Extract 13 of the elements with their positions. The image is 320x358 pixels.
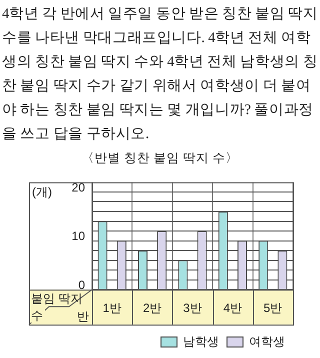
x-tick-label: 5반 (264, 301, 282, 316)
x-tick-label: 3반 (183, 301, 202, 316)
y-tick-label: 20 (72, 180, 86, 194)
x-tick-label: 4반 (223, 301, 242, 316)
legend-label: 여학생 (249, 334, 285, 348)
y-tick-label: 10 (72, 229, 86, 244)
y-tick-label: 0 (78, 278, 86, 292)
x-tick-label: 1반 (102, 301, 122, 316)
text: 4학년 각 반에서 일주일 동안 받은 칭찬 붙임 딱지 수를 나타낸 막대그래프입니다. 4학년 전체 여학생의 칭찬 붙임 딱지 수와 4학년 전체 남학생의 칭찬 붙임 딱지 수가 같기 위해서 여학생이 더 붙여야 하는 칭찬 붙임 딱지는 몇 개입니까? 풀이과정을 쓰고 답을 구하시오. (2, 5, 319, 144)
legend-label: 남학생 (183, 334, 219, 348)
chart-title: 〈반별 칭찬 붙임 딱지 수〉 (80, 150, 240, 167)
x-tick-label: 2반 (142, 301, 162, 316)
text: (개) (32, 185, 52, 200)
